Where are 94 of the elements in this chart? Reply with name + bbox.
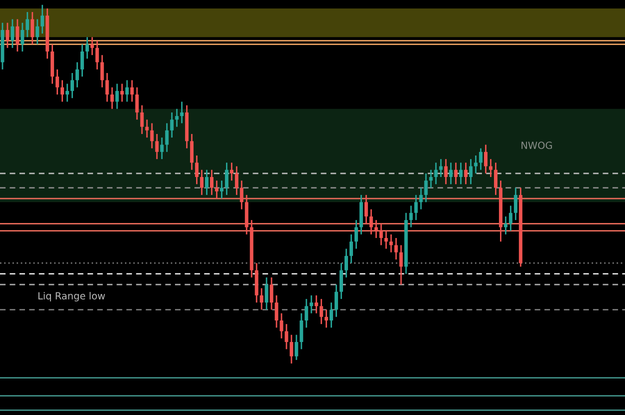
candlestick — [514, 187, 518, 221]
candlestick — [60, 79, 64, 102]
candlestick — [429, 169, 433, 188]
candlestick — [374, 219, 378, 239]
candlestick — [220, 180, 224, 200]
candlestick — [100, 54, 104, 88]
candlestick — [264, 276, 268, 310]
candlestick — [115, 83, 119, 110]
candlestick — [334, 284, 338, 318]
candlestick — [488, 158, 492, 178]
candlestick — [449, 162, 453, 185]
candlestick — [160, 136, 164, 160]
candlestick — [399, 244, 403, 286]
candlestick — [205, 169, 208, 196]
candlestick — [190, 133, 194, 171]
candlestick — [195, 154, 199, 185]
candlestick — [389, 234, 393, 254]
candlestick — [214, 180, 218, 200]
candlestick — [210, 169, 214, 196]
candlestick — [66, 83, 69, 102]
candlestick — [419, 187, 423, 210]
candlestick — [80, 44, 84, 78]
candlestick — [324, 309, 328, 328]
candlestick — [16, 18, 20, 52]
candlestick — [349, 234, 353, 264]
candlestick — [56, 68, 60, 96]
candlestick — [234, 166, 238, 196]
candlestick — [240, 180, 244, 210]
candlestick — [110, 86, 114, 110]
candlestick — [70, 72, 74, 99]
candlestick — [484, 144, 488, 174]
candlestick — [290, 334, 294, 364]
candlestick — [26, 11, 30, 38]
candlestick — [494, 162, 498, 196]
candlestick — [459, 162, 463, 185]
candlestick — [379, 222, 383, 246]
candlestick — [294, 334, 298, 361]
candlestick — [75, 62, 79, 88]
candlestick — [10, 18, 14, 49]
candlestick — [444, 158, 448, 185]
candlestick — [230, 162, 234, 182]
candlestick — [85, 36, 89, 60]
candlestick — [330, 302, 334, 328]
candlestick — [130, 79, 134, 102]
candlestick — [454, 162, 458, 185]
candlestick — [105, 72, 109, 102]
candlestick — [344, 248, 348, 278]
candlestick — [504, 216, 508, 236]
candlestick — [150, 122, 154, 150]
candlestick — [135, 86, 139, 120]
candlestick — [474, 154, 478, 174]
candlestick — [170, 112, 174, 138]
candlestick — [36, 18, 40, 46]
candlestick — [145, 118, 149, 138]
candlestick — [310, 294, 314, 314]
candlestick — [369, 208, 373, 236]
candlestick — [439, 158, 443, 178]
candlestick — [40, 4, 44, 34]
candlestick — [434, 162, 438, 185]
candlestick — [469, 158, 473, 185]
candlestick — [384, 230, 388, 250]
candlestick — [409, 205, 413, 228]
candlestick — [354, 219, 358, 250]
candlestick — [320, 298, 324, 325]
candlestick — [200, 169, 204, 196]
candlestick — [20, 22, 24, 52]
candlestick — [6, 22, 10, 49]
candlestick — [165, 122, 169, 153]
candlestick — [140, 104, 144, 135]
candlestick — [280, 312, 284, 340]
candlestick — [155, 133, 159, 160]
candlestick — [464, 162, 468, 185]
candlestick — [95, 40, 99, 70]
candlestick — [120, 83, 124, 102]
candlestick — [479, 148, 483, 171]
candlestick — [364, 194, 368, 224]
candlestick — [300, 312, 304, 350]
candlestick — [175, 108, 179, 128]
candlestick — [284, 323, 288, 350]
candlestick — [270, 276, 274, 310]
candlestick — [224, 162, 228, 196]
candlestick — [30, 11, 34, 46]
candlestick — [394, 237, 398, 260]
ref-line-label: Liq Range low — [38, 292, 105, 302]
candlestick — [424, 172, 428, 203]
candlestick — [90, 36, 94, 56]
candlestick — [340, 262, 344, 300]
band-label: NWOG — [522, 142, 552, 149]
candlestick — [314, 294, 318, 314]
candlestick — [304, 298, 308, 328]
candlestick — [508, 205, 512, 232]
candlestick — [260, 288, 264, 310]
candlestick — [125, 79, 129, 102]
candlestick — [180, 101, 184, 124]
